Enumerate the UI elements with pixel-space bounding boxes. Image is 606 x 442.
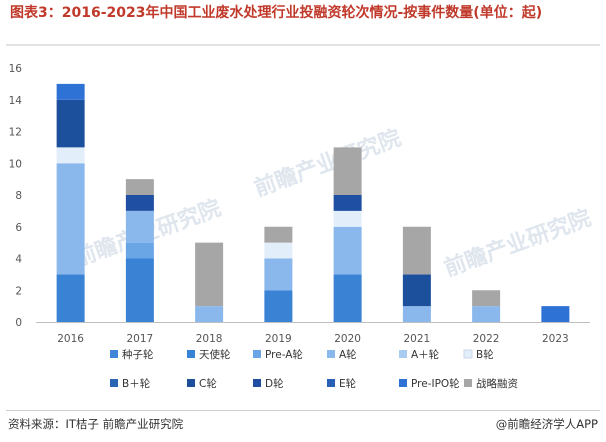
x-tick-label: 2022 [473, 333, 500, 345]
y-tick-label: 4 [15, 254, 22, 266]
bar-segment [56, 147, 85, 164]
bar-segment [264, 258, 293, 291]
watermark-text: 前瞻产业研究院 [251, 125, 405, 202]
legend-label: 战略融资 [476, 377, 518, 390]
y-tick-label: 12 [9, 127, 22, 139]
bar-segment [402, 226, 431, 275]
footer-divider [6, 410, 600, 411]
legend-label: 天使轮 [199, 348, 231, 361]
y-tick-label: 2 [15, 285, 22, 297]
source-note: 资料来源：IT桔子 前瞻产业研究院 [8, 417, 184, 431]
legend-swatch [327, 379, 335, 387]
footer: 资料来源：IT桔子 前瞻产业研究院 @前瞻经济学人APP [8, 412, 598, 438]
legend-label: E轮 [339, 377, 357, 390]
bar-segment [264, 242, 293, 259]
legend-label: Pre-IPO轮 [411, 377, 460, 390]
x-tick-label: 2020 [334, 333, 361, 345]
y-tick-label: 14 [9, 95, 23, 107]
legend-label: A轮 [339, 348, 357, 361]
bar-segment [56, 163, 85, 275]
chart-area: 前瞻产业研究院前瞻产业研究院前瞻产业研究院0246810121416201620… [0, 50, 606, 410]
legend-swatch [253, 350, 261, 358]
chart-title: 图表3：2016-2023年中国工业废水处理行业投融资轮次情况-按事件数量(单位… [10, 5, 543, 21]
x-tick-label: 2017 [127, 333, 154, 345]
stacked-bar-chart: 前瞻产业研究院前瞻产业研究院前瞻产业研究院0246810121416201620… [9, 63, 595, 390]
legend-swatch [327, 350, 335, 358]
legend-swatch [399, 350, 407, 358]
legend-swatch [253, 379, 261, 387]
legend-swatch [110, 350, 118, 358]
legend-label: 种子轮 [122, 348, 154, 361]
bar-segment [195, 306, 224, 322]
bar-segment [333, 274, 362, 322]
y-tick-label: 10 [9, 158, 22, 170]
bar-segment [125, 258, 154, 322]
legend-swatch [110, 379, 118, 387]
bar-segment [264, 226, 293, 243]
bar-segment [333, 195, 362, 211]
bar-segment [333, 226, 362, 275]
bar-segment [125, 179, 154, 195]
bar-segment [125, 195, 154, 211]
bar-segment [56, 274, 85, 322]
legend-swatch [463, 349, 473, 359]
legend-label: D轮 [265, 377, 284, 390]
legend-label: A＋轮 [411, 348, 440, 361]
bar-segment [402, 274, 431, 307]
legend-swatch [464, 379, 472, 387]
bar-segment [56, 83, 85, 100]
bar-segment [333, 210, 362, 227]
x-tick-label: 2021 [404, 333, 431, 345]
bar-segment [541, 306, 570, 322]
legend-swatch [399, 379, 407, 387]
legend-label: Pre-A轮 [265, 348, 303, 361]
legend-label: B＋轮 [122, 377, 151, 390]
x-tick-label: 2016 [57, 333, 84, 345]
bar-segment [333, 147, 362, 195]
y-tick-label: 16 [9, 63, 23, 75]
legend-label: B轮 [476, 348, 494, 361]
bar-segment [472, 290, 501, 307]
bar-segment [56, 99, 85, 148]
y-tick-label: 8 [15, 190, 22, 202]
x-tick-label: 2023 [542, 333, 569, 345]
bar-segment [472, 306, 501, 322]
x-tick-label: 2018 [196, 333, 223, 345]
y-tick-label: 6 [15, 222, 22, 234]
bar-segment [402, 306, 431, 322]
brand-note: @前瞻经济学人APP [495, 417, 598, 431]
legend-swatch [187, 379, 195, 387]
bar-segment [125, 242, 154, 259]
bar-segment [264, 290, 293, 322]
bar-segment [125, 210, 154, 243]
legend-swatch [187, 350, 195, 358]
x-tick-label: 2019 [265, 333, 292, 345]
watermark-text: 前瞻产业研究院 [441, 205, 595, 282]
title-divider [6, 44, 600, 46]
y-tick-label: 0 [15, 317, 22, 329]
bar-segment [195, 242, 224, 307]
legend-label: C轮 [199, 377, 217, 390]
